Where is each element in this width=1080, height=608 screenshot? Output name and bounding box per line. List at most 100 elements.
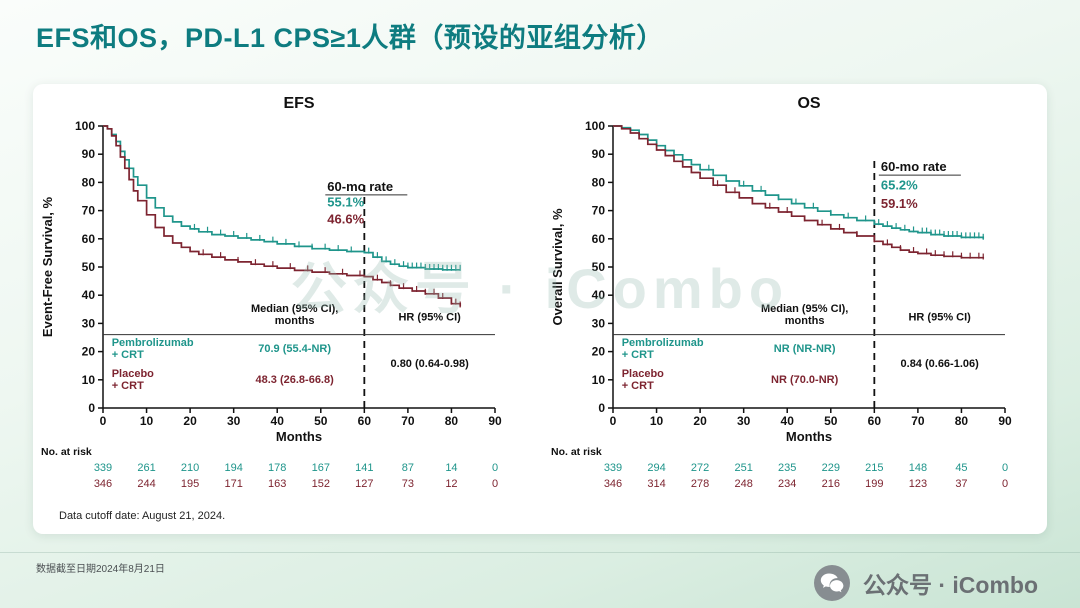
svg-text:123: 123 [909,478,927,490]
svg-text:70: 70 [592,204,606,218]
svg-text:163: 163 [268,478,286,490]
svg-text:70: 70 [401,414,415,428]
svg-text:HR (95% CI): HR (95% CI) [908,312,971,324]
x-axis-label: Months [276,429,322,444]
page-title: EFS和OS，PD-L1 CPS≥1人群（预设的亚组分析） [36,23,664,53]
svg-text:90: 90 [82,147,96,161]
svg-text:60: 60 [868,414,882,428]
svg-text:216: 216 [822,478,840,490]
svg-text:339: 339 [94,462,112,474]
svg-text:40: 40 [592,288,606,302]
svg-text:171: 171 [224,478,242,490]
charts-row: EFS 0 10 20 30 40 50 60 70 80 90 100 0 10 20 30 40 50 60 70… [39,92,1041,494]
svg-text:+ CRT: + CRT [622,380,654,392]
svg-text:100: 100 [585,119,605,133]
svg-text:+ CRT: + CRT [112,349,144,361]
svg-text:100: 100 [75,119,95,133]
svg-text:234: 234 [778,478,796,490]
svg-text:148: 148 [909,462,927,474]
svg-text:0: 0 [492,478,498,490]
svg-text:278: 278 [691,478,709,490]
svg-text:80: 80 [955,414,969,428]
svg-text:12: 12 [445,478,457,490]
svg-text:NR (NR-NR): NR (NR-NR) [774,343,836,355]
svg-text:70: 70 [82,204,96,218]
svg-text:215: 215 [865,462,883,474]
svg-text:0: 0 [598,401,605,415]
svg-text:229: 229 [822,462,840,474]
svg-text:Median (95% CI),: Median (95% CI), [761,303,848,315]
svg-text:127: 127 [355,478,373,490]
svg-text:261: 261 [137,462,155,474]
footer-note: 数据截至日期2024年8月21日 [36,564,165,575]
svg-text:152: 152 [312,478,330,490]
svg-text:0: 0 [492,462,498,474]
svg-text:346: 346 [94,478,112,490]
data-cutoff-note: Data cutoff date: August 21, 2024. [59,510,226,522]
svg-text:80: 80 [592,175,606,189]
svg-text:20: 20 [592,345,606,359]
svg-text:months: months [275,315,315,327]
rate-value: 59.1% [881,196,918,211]
svg-text:50: 50 [592,260,606,274]
svg-text:20: 20 [82,345,96,359]
km-curve-pembrolizumab-+-crt [103,125,461,271]
svg-text:Pembrolizumab: Pembrolizumab [112,337,194,349]
rate-value: 55.1% [327,194,364,209]
svg-text:NR (70.0-NR): NR (70.0-NR) [771,374,839,386]
svg-text:50: 50 [824,414,838,428]
svg-text:339: 339 [604,462,622,474]
svg-text:HR (95% CI): HR (95% CI) [398,312,461,324]
svg-text:30: 30 [592,316,606,330]
svg-text:60: 60 [82,232,96,246]
svg-text:87: 87 [402,462,414,474]
rate-label: 60-mo rate [881,159,947,174]
svg-text:60: 60 [592,232,606,246]
km-curve-pembrolizumab-+-crt [613,125,985,239]
svg-text:10: 10 [82,373,96,387]
svg-text:0: 0 [88,401,95,415]
rate-value: 65.2% [881,177,918,192]
hr-value: 0.84 (0.66-1.06) [901,358,980,370]
svg-text:272: 272 [691,462,709,474]
svg-text:248: 248 [734,478,752,490]
svg-text:45: 45 [955,462,967,474]
svg-text:Median (95% CI),: Median (95% CI), [251,303,338,315]
km-curve-placebo-+-crt [613,125,985,259]
svg-text:141: 141 [355,462,373,474]
svg-text:178: 178 [268,462,286,474]
rate-value: 46.6% [327,211,364,226]
wechat-icon [813,564,851,602]
svg-text:0: 0 [1002,462,1008,474]
footer-divider [0,552,1080,553]
svg-text:40: 40 [781,414,795,428]
km-curve-placebo-+-crt [103,125,462,307]
svg-text:40: 40 [82,288,96,302]
svg-text:50: 50 [314,414,328,428]
svg-text:10: 10 [592,373,606,387]
svg-text:73: 73 [402,478,414,490]
svg-text:194: 194 [224,462,242,474]
svg-text:+ CRT: + CRT [112,380,144,392]
os-chart: OS 0 10 20 30 40 50 60 70 80 90 100 0 10 20 30 40 50 60 70 8… [549,92,1041,494]
y-axis-label: Overall Survival, % [550,208,565,326]
svg-text:195: 195 [181,478,199,490]
svg-text:Placebo: Placebo [622,368,664,380]
svg-text:80: 80 [82,175,96,189]
svg-text:244: 244 [137,478,155,490]
chart-title: OS [797,95,820,112]
svg-text:60: 60 [358,414,372,428]
svg-text:0: 0 [610,414,617,428]
svg-text:Pembrolizumab: Pembrolizumab [622,337,704,349]
km-plot-efs: EFS 0 10 20 30 40 50 60 70 80 90 100 0 10 20 30 40 50 60 70… [40,95,502,490]
svg-text:14: 14 [445,462,457,474]
svg-text:20: 20 [693,414,707,428]
svg-text:+ CRT: + CRT [622,349,654,361]
hr-value: 0.80 (0.64-0.98) [391,358,470,370]
svg-text:20: 20 [183,414,197,428]
y-axis-label: Event-Free Survival, % [40,196,55,337]
rate-label: 60-mo rate [327,179,393,194]
svg-text:10: 10 [650,414,664,428]
svg-text:70: 70 [911,414,925,428]
svg-text:30: 30 [227,414,241,428]
